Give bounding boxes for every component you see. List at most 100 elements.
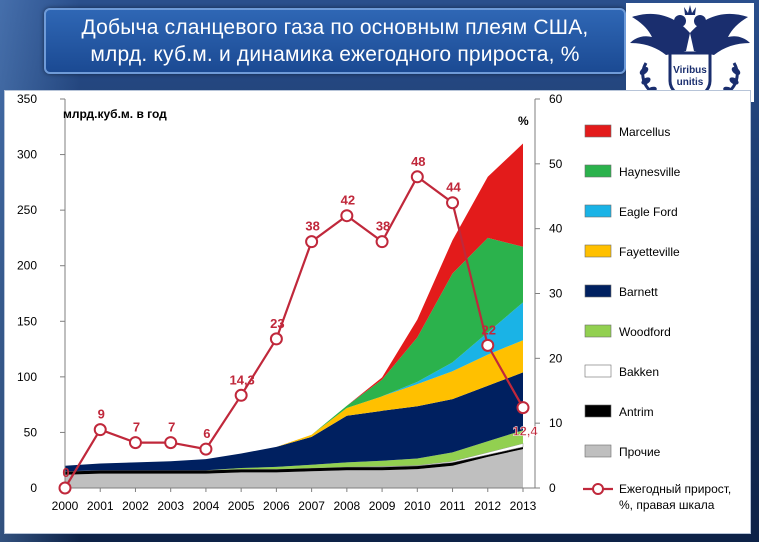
legend-line-label-1: Ежегодный прирост,	[619, 482, 731, 496]
x-tick-label: 2010	[404, 499, 431, 513]
left-tick-label: 50	[24, 425, 38, 439]
growth-point	[410, 170, 424, 184]
legend-swatch	[584, 444, 612, 458]
legend-line-label-2: %, правая шкала	[619, 498, 715, 512]
area-woodford	[65, 430, 523, 472]
area-marcellus	[65, 143, 523, 466]
growth-data-label: 7	[168, 420, 175, 435]
growth-data-label: 44	[446, 180, 461, 195]
growth-data-label: 38	[376, 219, 390, 234]
x-tick-label: 2011	[440, 499, 466, 513]
growth-data-label: 14,3	[229, 372, 254, 387]
x-tick-label: 2012	[474, 499, 501, 513]
growth-point	[375, 235, 389, 249]
growth-point	[269, 332, 283, 346]
left-tick-label: 250	[17, 203, 37, 217]
growth-data-label: 23	[270, 316, 284, 331]
legend-swatch	[584, 204, 612, 218]
growth-data-label: 42	[341, 193, 355, 208]
chart-title-line1: Добыча сланцевого газа по основным плеям…	[81, 16, 589, 39]
area-barnett	[65, 372, 523, 472]
left-tick-label: 150	[17, 314, 37, 328]
growth-point	[481, 338, 495, 352]
x-tick-label: 2003	[157, 499, 184, 513]
stacked-areas	[64, 143, 524, 488]
growth-point	[446, 196, 460, 210]
growth-point	[234, 388, 248, 402]
title-banner: Добыча сланцевого газа по основным плеям…	[44, 8, 626, 74]
left-tick-label: 350	[17, 92, 37, 106]
legend: Marcellus Haynesville Eagle Ford Fayettevil…	[583, 124, 731, 512]
right-tick-label: 40	[549, 222, 563, 236]
legend-swatch	[584, 124, 612, 138]
chart-panel: 0 50 100 150 200 250 300 350 0 10 20 30 40 50 60 2000 20…	[4, 90, 751, 534]
growth-point	[340, 209, 354, 223]
left-tick-label: 300	[17, 148, 37, 162]
logo: Viribus unitis	[626, 3, 754, 102]
growth-data-label: 9	[98, 407, 105, 422]
legend-label: Woodford	[619, 325, 671, 339]
left-tick-label: 100	[17, 370, 37, 384]
area-antrim	[65, 446, 523, 475]
legend-line-marker	[592, 483, 604, 495]
area-haynesville	[65, 237, 523, 466]
right-tick-label: 30	[549, 287, 563, 301]
legend-label: Haynesville	[619, 165, 681, 179]
x-tick-label: 2007	[298, 499, 325, 513]
legend-label: Fayetteville	[619, 245, 680, 259]
legend-label: Antrim	[619, 405, 654, 419]
legend-label: Eagle Ford	[619, 205, 678, 219]
right-tick-label: 20	[549, 351, 563, 365]
growth-data-label: 12,4	[512, 424, 538, 439]
growth-point	[164, 436, 178, 450]
growth-point	[58, 481, 72, 495]
x-tick-label: 2004	[193, 499, 220, 513]
left-axis-label: млрд.куб.м. в год	[63, 107, 167, 121]
legend-swatch	[584, 164, 612, 178]
area-прочие	[65, 449, 523, 488]
area-fayetteville	[65, 340, 523, 466]
legend-label: Marcellus	[619, 125, 670, 139]
growth-data-label: 22	[482, 322, 496, 337]
x-tick-label: 2013	[510, 499, 537, 513]
growth-data-label: 0	[62, 465, 69, 480]
growth-line-series: 0 9 7 7 6 14,3 23 38 42 38 48 44 22 12,4	[58, 154, 539, 495]
left-tick-label: 200	[17, 259, 37, 273]
x-tick-label: 2009	[369, 499, 396, 513]
legend-label: Прочие	[619, 445, 661, 459]
right-axis-label: %	[518, 114, 529, 128]
growth-point	[93, 423, 107, 437]
x-tick-label: 2002	[122, 499, 149, 513]
growth-point	[199, 442, 213, 456]
growth-data-label: 6	[203, 426, 210, 441]
right-tick-label: 0	[549, 481, 556, 495]
left-tick-label: 0	[30, 481, 37, 495]
x-tick-label: 2005	[228, 499, 255, 513]
right-tick-label: 50	[549, 157, 563, 171]
eagle-emblem-icon: Viribus unitis	[630, 5, 750, 102]
x-tick-label: 2001	[87, 499, 114, 513]
legend-swatch	[584, 284, 612, 298]
growth-data-label: 38	[305, 219, 319, 234]
growth-point	[516, 401, 530, 415]
growth-data-label: 48	[411, 154, 425, 169]
legend-swatch	[584, 324, 612, 338]
growth-data-label: 7	[133, 420, 140, 435]
legend-swatch	[584, 364, 612, 378]
growth-point	[305, 235, 319, 249]
x-tick-label: 2006	[263, 499, 290, 513]
x-tick-label: 2008	[333, 499, 360, 513]
logo-text-line2: unitis	[677, 77, 704, 88]
right-tick-label: 60	[549, 92, 563, 106]
x-tick-label: 2000	[52, 499, 79, 513]
growth-point	[128, 436, 142, 450]
legend-label: Barnett	[619, 285, 658, 299]
chart-title-line2: млрд. куб.м. и динамика ежегодного приро…	[90, 43, 580, 66]
logo-text-line1: Viribus	[673, 65, 707, 76]
legend-swatch	[584, 404, 612, 418]
legend-label: Bakken	[619, 365, 659, 379]
right-tick-label: 10	[549, 416, 563, 430]
legend-swatch	[584, 244, 612, 258]
